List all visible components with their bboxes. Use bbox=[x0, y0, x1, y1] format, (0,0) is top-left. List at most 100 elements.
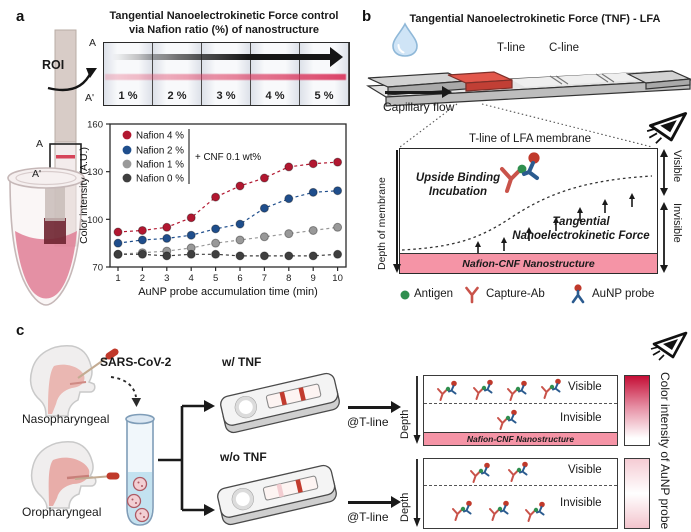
nafion-ratio-strip-panel: 1 % 2 % 3 % 4 % 5 % bbox=[103, 42, 350, 106]
tube-liquid bbox=[15, 231, 77, 299]
antibody-complex-icon bbox=[473, 379, 493, 400]
roi-red-line bbox=[56, 155, 75, 159]
antigen-icon bbox=[400, 290, 410, 300]
panel-a-title: Tangential Nanoelectrokinetic Force cont… bbox=[109, 10, 339, 37]
svg-text:4: 4 bbox=[189, 273, 194, 284]
svg-text:9: 9 bbox=[311, 273, 316, 284]
upside-binding-label: Upside Binding Incubation bbox=[415, 172, 501, 199]
observation-eye-icon bbox=[650, 331, 688, 361]
colorbar-label: Color intensity of AuNP probe bbox=[658, 372, 672, 530]
svg-text:+ CNF 0.1 wt%: + CNF 0.1 wt% bbox=[195, 152, 261, 163]
strip-in-tube-illustration bbox=[7, 29, 97, 306]
svg-text:Color intensity (A.U.): Color intensity (A.U.) bbox=[78, 147, 90, 244]
at-t-line-top: @T-line bbox=[347, 415, 389, 429]
capture-ab-icon bbox=[465, 286, 479, 304]
depth-of-membrane-label: Depth of membrane bbox=[376, 177, 388, 270]
antibody-complex-icon bbox=[525, 501, 545, 522]
antibody-complex-icon bbox=[497, 409, 517, 430]
sample-well bbox=[232, 488, 254, 510]
t-line-result bbox=[279, 391, 287, 406]
svg-text:160: 160 bbox=[87, 120, 103, 131]
svg-text:1: 1 bbox=[115, 273, 120, 284]
panel-c-label: c bbox=[16, 322, 25, 339]
sample-tube-illustration bbox=[125, 413, 155, 526]
antibody-complex-icon bbox=[470, 462, 490, 483]
invisible-bottom: Invisible bbox=[560, 497, 602, 509]
depth-arrow-top bbox=[413, 376, 421, 444]
c-line-result bbox=[298, 387, 306, 401]
svg-text:130: 130 bbox=[87, 167, 103, 178]
visibility-threshold bbox=[424, 485, 617, 486]
tnf-label: Tangential Nanoelectrokinetic Force bbox=[512, 216, 650, 243]
svg-text:5: 5 bbox=[213, 273, 218, 284]
colorbar-wo-tnf bbox=[624, 458, 650, 529]
antibody-complex-icon bbox=[437, 380, 457, 401]
antibody-complex-icon bbox=[507, 380, 527, 401]
result-window bbox=[265, 383, 322, 409]
roi-arrow bbox=[47, 71, 93, 92]
virus-particles bbox=[126, 476, 150, 523]
antibody-complex-icon bbox=[541, 378, 561, 399]
zoom-connector-lines bbox=[399, 103, 653, 148]
complex-glyphs-bottom bbox=[452, 461, 545, 522]
colorbar-w-tnf bbox=[624, 375, 650, 446]
svg-text:2: 2 bbox=[140, 273, 145, 284]
branch-bracket bbox=[158, 400, 215, 516]
invisible-label-b: Invisible bbox=[671, 203, 683, 243]
c-line-mark bbox=[595, 73, 609, 83]
svg-text:100: 100 bbox=[87, 215, 103, 226]
legend-antigen: Antigen bbox=[414, 288, 454, 300]
t-line-intensity-band bbox=[105, 74, 346, 80]
svg-text:AuNP probe accumulation time (: AuNP probe accumulation time (min) bbox=[138, 286, 318, 298]
capillary-flow-label: Capillary flow bbox=[383, 100, 455, 114]
antibody-complex-icon bbox=[500, 152, 540, 193]
svg-text:10: 10 bbox=[332, 273, 343, 284]
svg-text:Nafion 1 %: Nafion 1 % bbox=[136, 160, 184, 171]
color-intensity-chart: 70 100 130 160 1 2 3 4 5 6 7 8 9 10 AuNP probe accumul… bbox=[78, 120, 347, 298]
complex-glyphs-top bbox=[437, 378, 561, 430]
cassette-wo-tnf bbox=[217, 464, 337, 526]
visibility-range-arrows bbox=[660, 149, 668, 273]
legend-icons bbox=[400, 284, 585, 304]
aunp-probe-icon bbox=[571, 284, 585, 304]
nasopharyngeal-label: Nasopharyngeal bbox=[22, 412, 110, 426]
to-depth-arrow-top bbox=[348, 401, 401, 413]
c-line-result bbox=[295, 479, 303, 493]
svg-text:6: 6 bbox=[237, 273, 242, 284]
svg-text:Nafion 0 %: Nafion 0 % bbox=[136, 174, 184, 185]
oropharyngeal-label: Oropharyngeal bbox=[22, 505, 102, 519]
panel-marker-a-prime: A' bbox=[85, 92, 95, 104]
t-line-membrane-box: Upside Binding Incubation Tangential Nan… bbox=[399, 148, 658, 274]
panel-a-label: a bbox=[16, 8, 25, 25]
depth-box-wo-tnf: Visible Invisible bbox=[423, 458, 618, 529]
panel-b-title: Tangential Nanoelectrokinetic Force (TNF… bbox=[409, 13, 661, 25]
wo-tnf-label: w/o TNF bbox=[220, 450, 267, 464]
membrane-box-header: T-line of LFA membrane bbox=[468, 133, 592, 145]
antibody-complex-icon bbox=[500, 152, 540, 193]
legend-aunp-probe: AuNP probe bbox=[592, 288, 655, 300]
panel-marker-a: A bbox=[89, 37, 97, 49]
svg-text:70: 70 bbox=[92, 263, 103, 274]
panel-b-legend: Antigen Capture-Ab AuNP probe bbox=[396, 282, 686, 306]
dashed-arrow bbox=[110, 376, 141, 407]
depth-axis-arrow bbox=[393, 150, 401, 273]
w-tnf-label: w/ TNF bbox=[222, 355, 262, 369]
antibody-complex-icon bbox=[489, 500, 509, 521]
tube-marker-a-prime: A' bbox=[32, 168, 42, 180]
visible-label-b: Visible bbox=[671, 150, 683, 183]
at-t-line-bottom: @T-line bbox=[347, 510, 389, 524]
capillary-flow-arrow bbox=[385, 86, 452, 98]
result-window bbox=[262, 475, 319, 501]
virus-label: SARS-CoV-2 bbox=[100, 355, 172, 369]
nafion-cnf-bar-small: Nafion-CNF Nanostructure bbox=[424, 432, 617, 445]
antibody-complex-icon bbox=[508, 461, 528, 482]
depth-arrow-bottom bbox=[413, 459, 421, 527]
legend-capture-ab: Capture-Ab bbox=[486, 288, 545, 300]
antibody-complex-icon bbox=[452, 500, 472, 521]
membrane-box-graphics bbox=[401, 152, 653, 255]
c-line-label: C-line bbox=[549, 42, 580, 54]
svg-text:8: 8 bbox=[286, 273, 291, 284]
visibility-threshold bbox=[424, 403, 617, 404]
nasopharyngeal-swab-illustration bbox=[29, 345, 119, 417]
